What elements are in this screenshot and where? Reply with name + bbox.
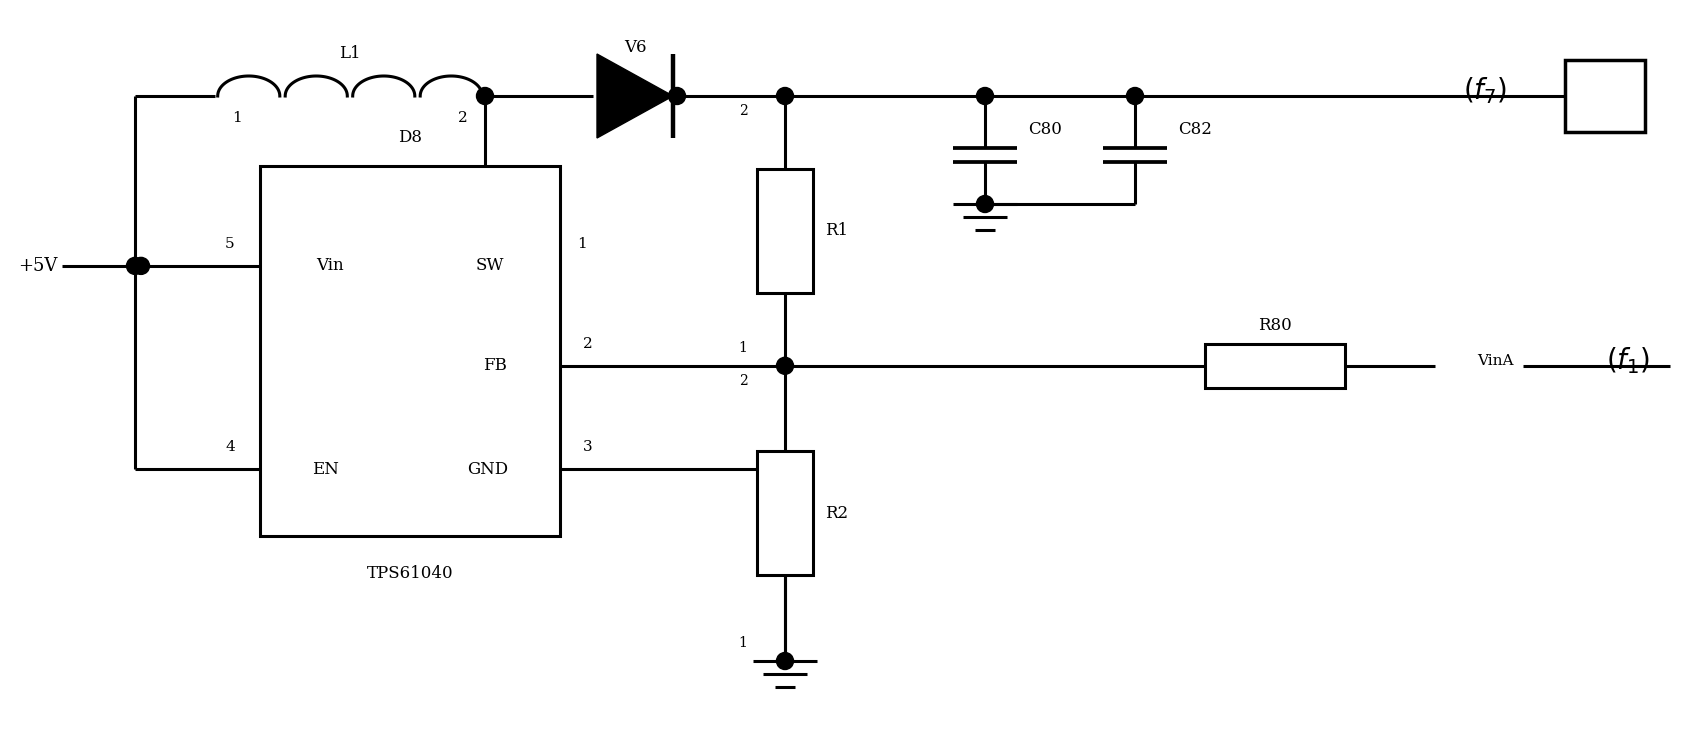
Circle shape	[133, 257, 150, 275]
Text: C80: C80	[1028, 122, 1062, 139]
Circle shape	[777, 653, 794, 669]
Text: VinA: VinA	[1477, 354, 1513, 368]
Circle shape	[668, 87, 685, 104]
Text: 1: 1	[738, 341, 748, 355]
Circle shape	[777, 87, 794, 104]
Bar	[1205, 344, 1345, 388]
Text: 4: 4	[1598, 87, 1612, 105]
Text: FB: FB	[483, 357, 507, 374]
Text: 2: 2	[457, 111, 468, 125]
Text: R2: R2	[826, 505, 848, 522]
Text: 1: 1	[233, 111, 241, 125]
Text: C82: C82	[1178, 122, 1212, 139]
Text: L1: L1	[340, 46, 360, 63]
Text: R80: R80	[1258, 317, 1292, 334]
Text: 4: 4	[224, 440, 235, 454]
Circle shape	[976, 195, 993, 213]
Circle shape	[1127, 87, 1144, 104]
Text: GND: GND	[468, 461, 508, 478]
Text: $(f_7)$: $(f_7)$	[1464, 75, 1508, 107]
Bar	[1566, 60, 1646, 132]
Circle shape	[476, 87, 493, 104]
Text: V6: V6	[624, 40, 646, 57]
Text: 5: 5	[224, 237, 235, 251]
Text: 2: 2	[583, 336, 593, 351]
Text: D8: D8	[398, 130, 422, 146]
Text: 2: 2	[738, 374, 748, 388]
Circle shape	[976, 87, 993, 104]
Bar	[756, 451, 813, 575]
Circle shape	[777, 357, 794, 374]
Text: EN: EN	[311, 461, 338, 478]
Circle shape	[126, 257, 143, 275]
Text: 1: 1	[738, 636, 748, 650]
Text: TPS61040: TPS61040	[367, 565, 454, 583]
Text: R1: R1	[826, 222, 848, 239]
Text: 1: 1	[576, 237, 586, 251]
Text: +5V: +5V	[19, 257, 58, 275]
Text: SW: SW	[476, 257, 505, 275]
Bar	[260, 166, 559, 536]
Polygon shape	[597, 54, 673, 138]
Bar	[756, 169, 813, 293]
Text: Vin: Vin	[316, 257, 343, 275]
Text: 2: 2	[738, 104, 748, 118]
Text: $(f_1)$: $(f_1)$	[1606, 345, 1651, 376]
Text: 3: 3	[583, 440, 593, 454]
